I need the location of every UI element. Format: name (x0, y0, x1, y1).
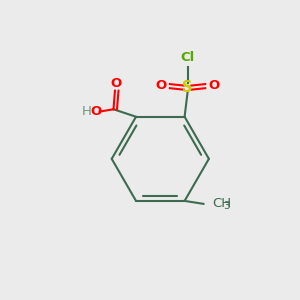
Text: O: O (91, 105, 102, 118)
Text: O: O (155, 79, 166, 92)
Text: O: O (209, 79, 220, 92)
Text: O: O (111, 77, 122, 90)
Text: 3: 3 (224, 201, 230, 211)
Text: H: H (82, 105, 92, 118)
Text: CH: CH (212, 197, 231, 210)
Text: S: S (182, 80, 193, 95)
Text: Cl: Cl (180, 51, 195, 64)
